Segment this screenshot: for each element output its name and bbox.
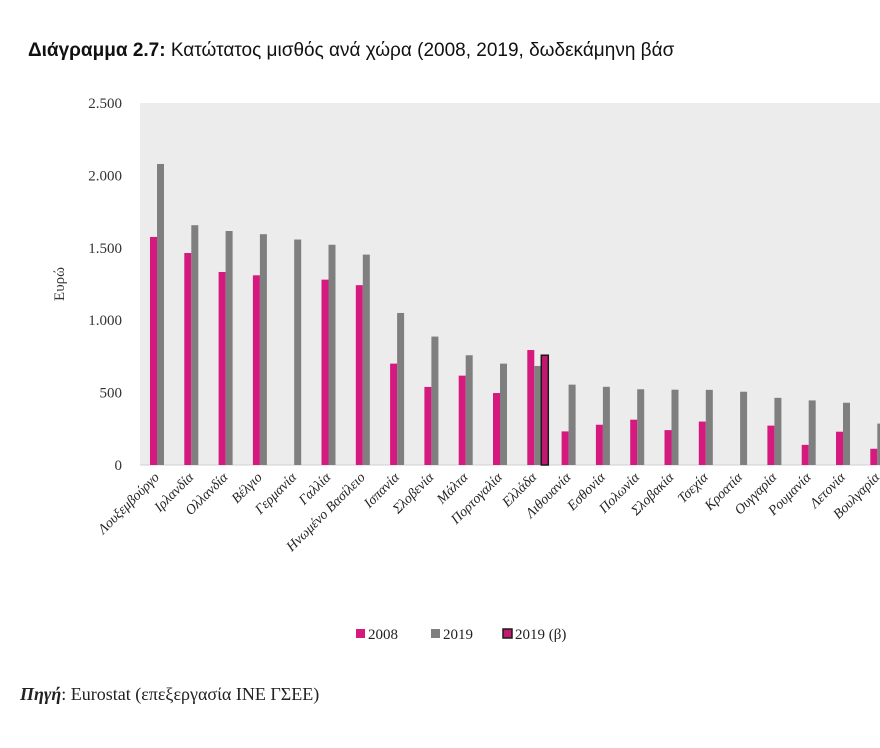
bar-2008-13 — [595, 424, 603, 465]
bar-2019-9 — [465, 355, 473, 465]
legend-label: 2008 — [368, 627, 398, 643]
legend-swatch-2 — [502, 628, 513, 639]
bar-2008-21 — [870, 448, 878, 465]
source-label: Πηγή — [20, 684, 62, 704]
bar-2008-20 — [836, 431, 843, 465]
plot-area — [140, 103, 880, 465]
y-tick-label: 0 — [115, 458, 123, 474]
source-note: Πηγή: Eurostat (επεξεργασία ΙΝΕ ΓΣΕΕ) — [20, 684, 319, 705]
legend-label: 2019 — [443, 627, 473, 643]
y-tick-label: 1.000 — [88, 313, 122, 329]
bar-2019-0 — [157, 163, 164, 465]
bar-2019-10 — [500, 363, 507, 465]
bar-2019-2 — [225, 231, 233, 465]
x-axis: ΛουξεμβούργοΙρλανδίαΟλλανδίαΒέλγιοΓερμαν… — [94, 470, 880, 556]
bar-2008-3 — [252, 275, 260, 465]
bar-2019-14 — [637, 389, 645, 465]
bar-2008-6 — [355, 285, 363, 465]
chart-title: Διάγραμμα 2.7: Κατώτατος μισθός ανά χώρα… — [28, 40, 674, 62]
bar-2019-13 — [602, 386, 610, 465]
bar-2019-19 — [808, 400, 816, 465]
bar-2008-10 — [493, 393, 500, 465]
bar-2008-8 — [424, 386, 432, 465]
y-tick-label: 2.500 — [88, 96, 122, 112]
bar-2019-17 — [740, 391, 748, 465]
legend-swatch-1 — [431, 629, 440, 638]
bar-2019-21 — [877, 423, 880, 465]
bar-2008-19 — [801, 444, 809, 465]
bar-2019-12 — [568, 384, 576, 465]
bar-2019-4 — [294, 239, 302, 465]
bars — [150, 163, 880, 466]
bar-2008-5 — [321, 279, 329, 465]
legend: 2008 2019 2019 (β) — [356, 627, 566, 643]
y-tick-label: 500 — [100, 386, 123, 402]
bar-2008-7 — [390, 363, 398, 465]
bar-2008-0 — [150, 236, 157, 465]
bar-2008-2 — [218, 271, 226, 465]
bar-2019-11 — [540, 354, 550, 466]
bar-2019-3 — [259, 234, 267, 465]
bar-2008-11 — [527, 350, 535, 465]
bar-2008-14 — [630, 419, 638, 465]
bar-2008-9 — [458, 375, 466, 465]
y-axis-label: Ευρώ — [52, 267, 68, 301]
bar-2019-7 — [397, 312, 405, 465]
chart-title-text: Κατώτατος μισθός ανά χώρα (2008, 2019, δ… — [165, 40, 675, 61]
bar-2008-16 — [698, 421, 706, 465]
bar-2019-11 — [534, 365, 542, 465]
bar-2019-5 — [328, 244, 336, 465]
legend-label: 2019 (β) — [515, 627, 566, 643]
bar-2008-15 — [664, 430, 672, 465]
legend-swatch-0 — [356, 629, 365, 638]
bar-2019-1 — [191, 225, 199, 465]
bar-2019-6 — [362, 254, 370, 465]
bar-2019-15 — [671, 389, 679, 465]
bar-2008-18 — [767, 425, 775, 465]
bar-2008-1 — [184, 253, 192, 465]
y-tick-label: 2.000 — [88, 168, 122, 184]
bar-2019-18 — [774, 397, 782, 465]
y-axis: 0 500 1.000 1.500 2.000 2.500 — [88, 96, 122, 474]
bar-chart: 0 500 1.000 1.500 2.000 2.500 Ευρώ Λουξεμβούρ… — [52, 96, 880, 643]
bar-2019-20 — [843, 402, 850, 465]
bar-2019-8 — [431, 336, 439, 465]
chart-title-label: Διάγραμμα 2.7: — [28, 40, 166, 61]
y-tick-label: 1.500 — [88, 241, 122, 257]
source-text: : Eurostat (επεξεργασία ΙΝΕ ΓΣΕΕ) — [61, 684, 320, 704]
bar-2008-12 — [561, 431, 569, 465]
bar-2019-16 — [705, 389, 713, 465]
